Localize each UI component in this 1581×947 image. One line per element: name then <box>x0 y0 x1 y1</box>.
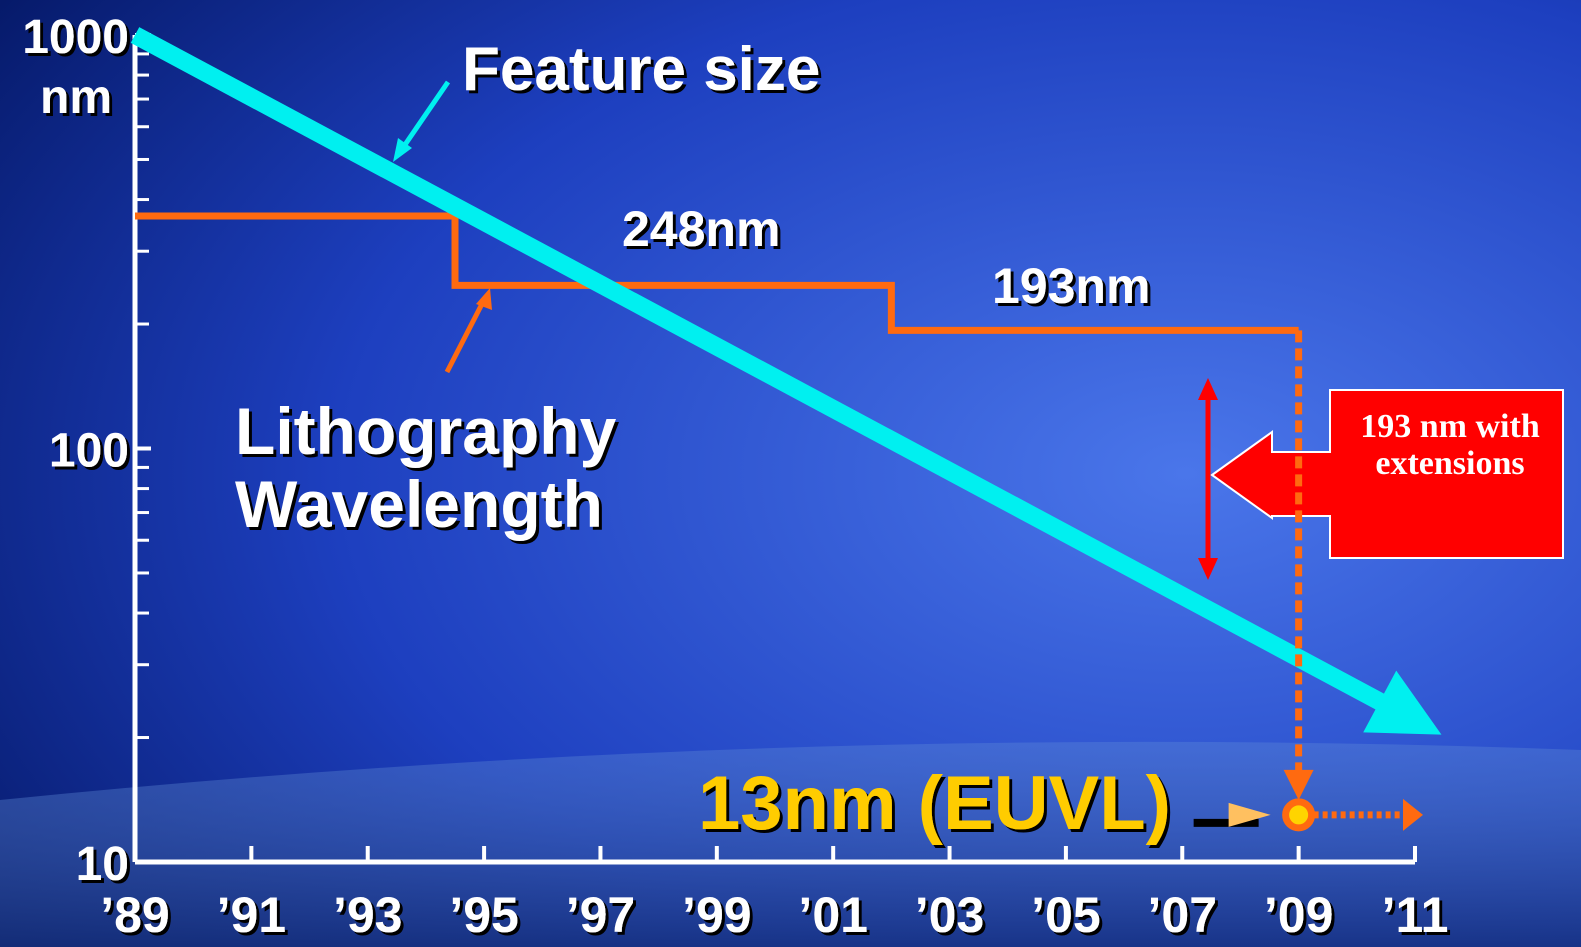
euvl-point <box>1282 798 1316 832</box>
y-unit: nm <box>40 71 112 124</box>
x-tick-label: ’09 <box>1264 887 1334 943</box>
x-tick-label: ’03 <box>915 887 985 943</box>
callout-text: 193 nm with extensions <box>1360 408 1540 483</box>
series-line <box>130 27 1420 729</box>
pointer-head <box>476 288 492 310</box>
extend-arrow <box>1403 798 1423 831</box>
euvl-arrow-head <box>1228 802 1271 827</box>
x-tick-label: ’11 <box>1382 887 1449 943</box>
series-label: Feature size <box>462 35 820 104</box>
x-tick-label: ’05 <box>1031 887 1101 943</box>
wavelength-label: 248nm <box>622 201 780 257</box>
y-tick-label: 1000 <box>22 11 129 64</box>
pointer-head <box>393 138 412 162</box>
y-tick-label: 10 <box>76 838 129 891</box>
y-tick-label: 100 <box>49 425 129 478</box>
x-tick-label: ’97 <box>566 887 636 943</box>
x-tick-label: ’89 <box>100 887 170 943</box>
arrow-head <box>1363 670 1442 735</box>
x-tick-label: ’99 <box>682 887 752 943</box>
x-tick-label: ’07 <box>1148 887 1218 943</box>
ground <box>0 741 1581 947</box>
x-tick-label: ’95 <box>449 887 519 943</box>
series-label: Lithography Wavelength <box>235 394 617 541</box>
series-label: 13nm (EUVL) <box>698 761 1171 846</box>
x-tick-label: ’01 <box>798 887 868 943</box>
pointer <box>397 80 451 154</box>
pointer <box>444 298 487 374</box>
drop-arrow <box>1283 769 1314 800</box>
wavelength-label: 193nm <box>992 258 1150 314</box>
x-tick-label: ’93 <box>333 887 403 943</box>
x-tick-label: ’91 <box>217 887 287 943</box>
series-line <box>135 212 1299 334</box>
